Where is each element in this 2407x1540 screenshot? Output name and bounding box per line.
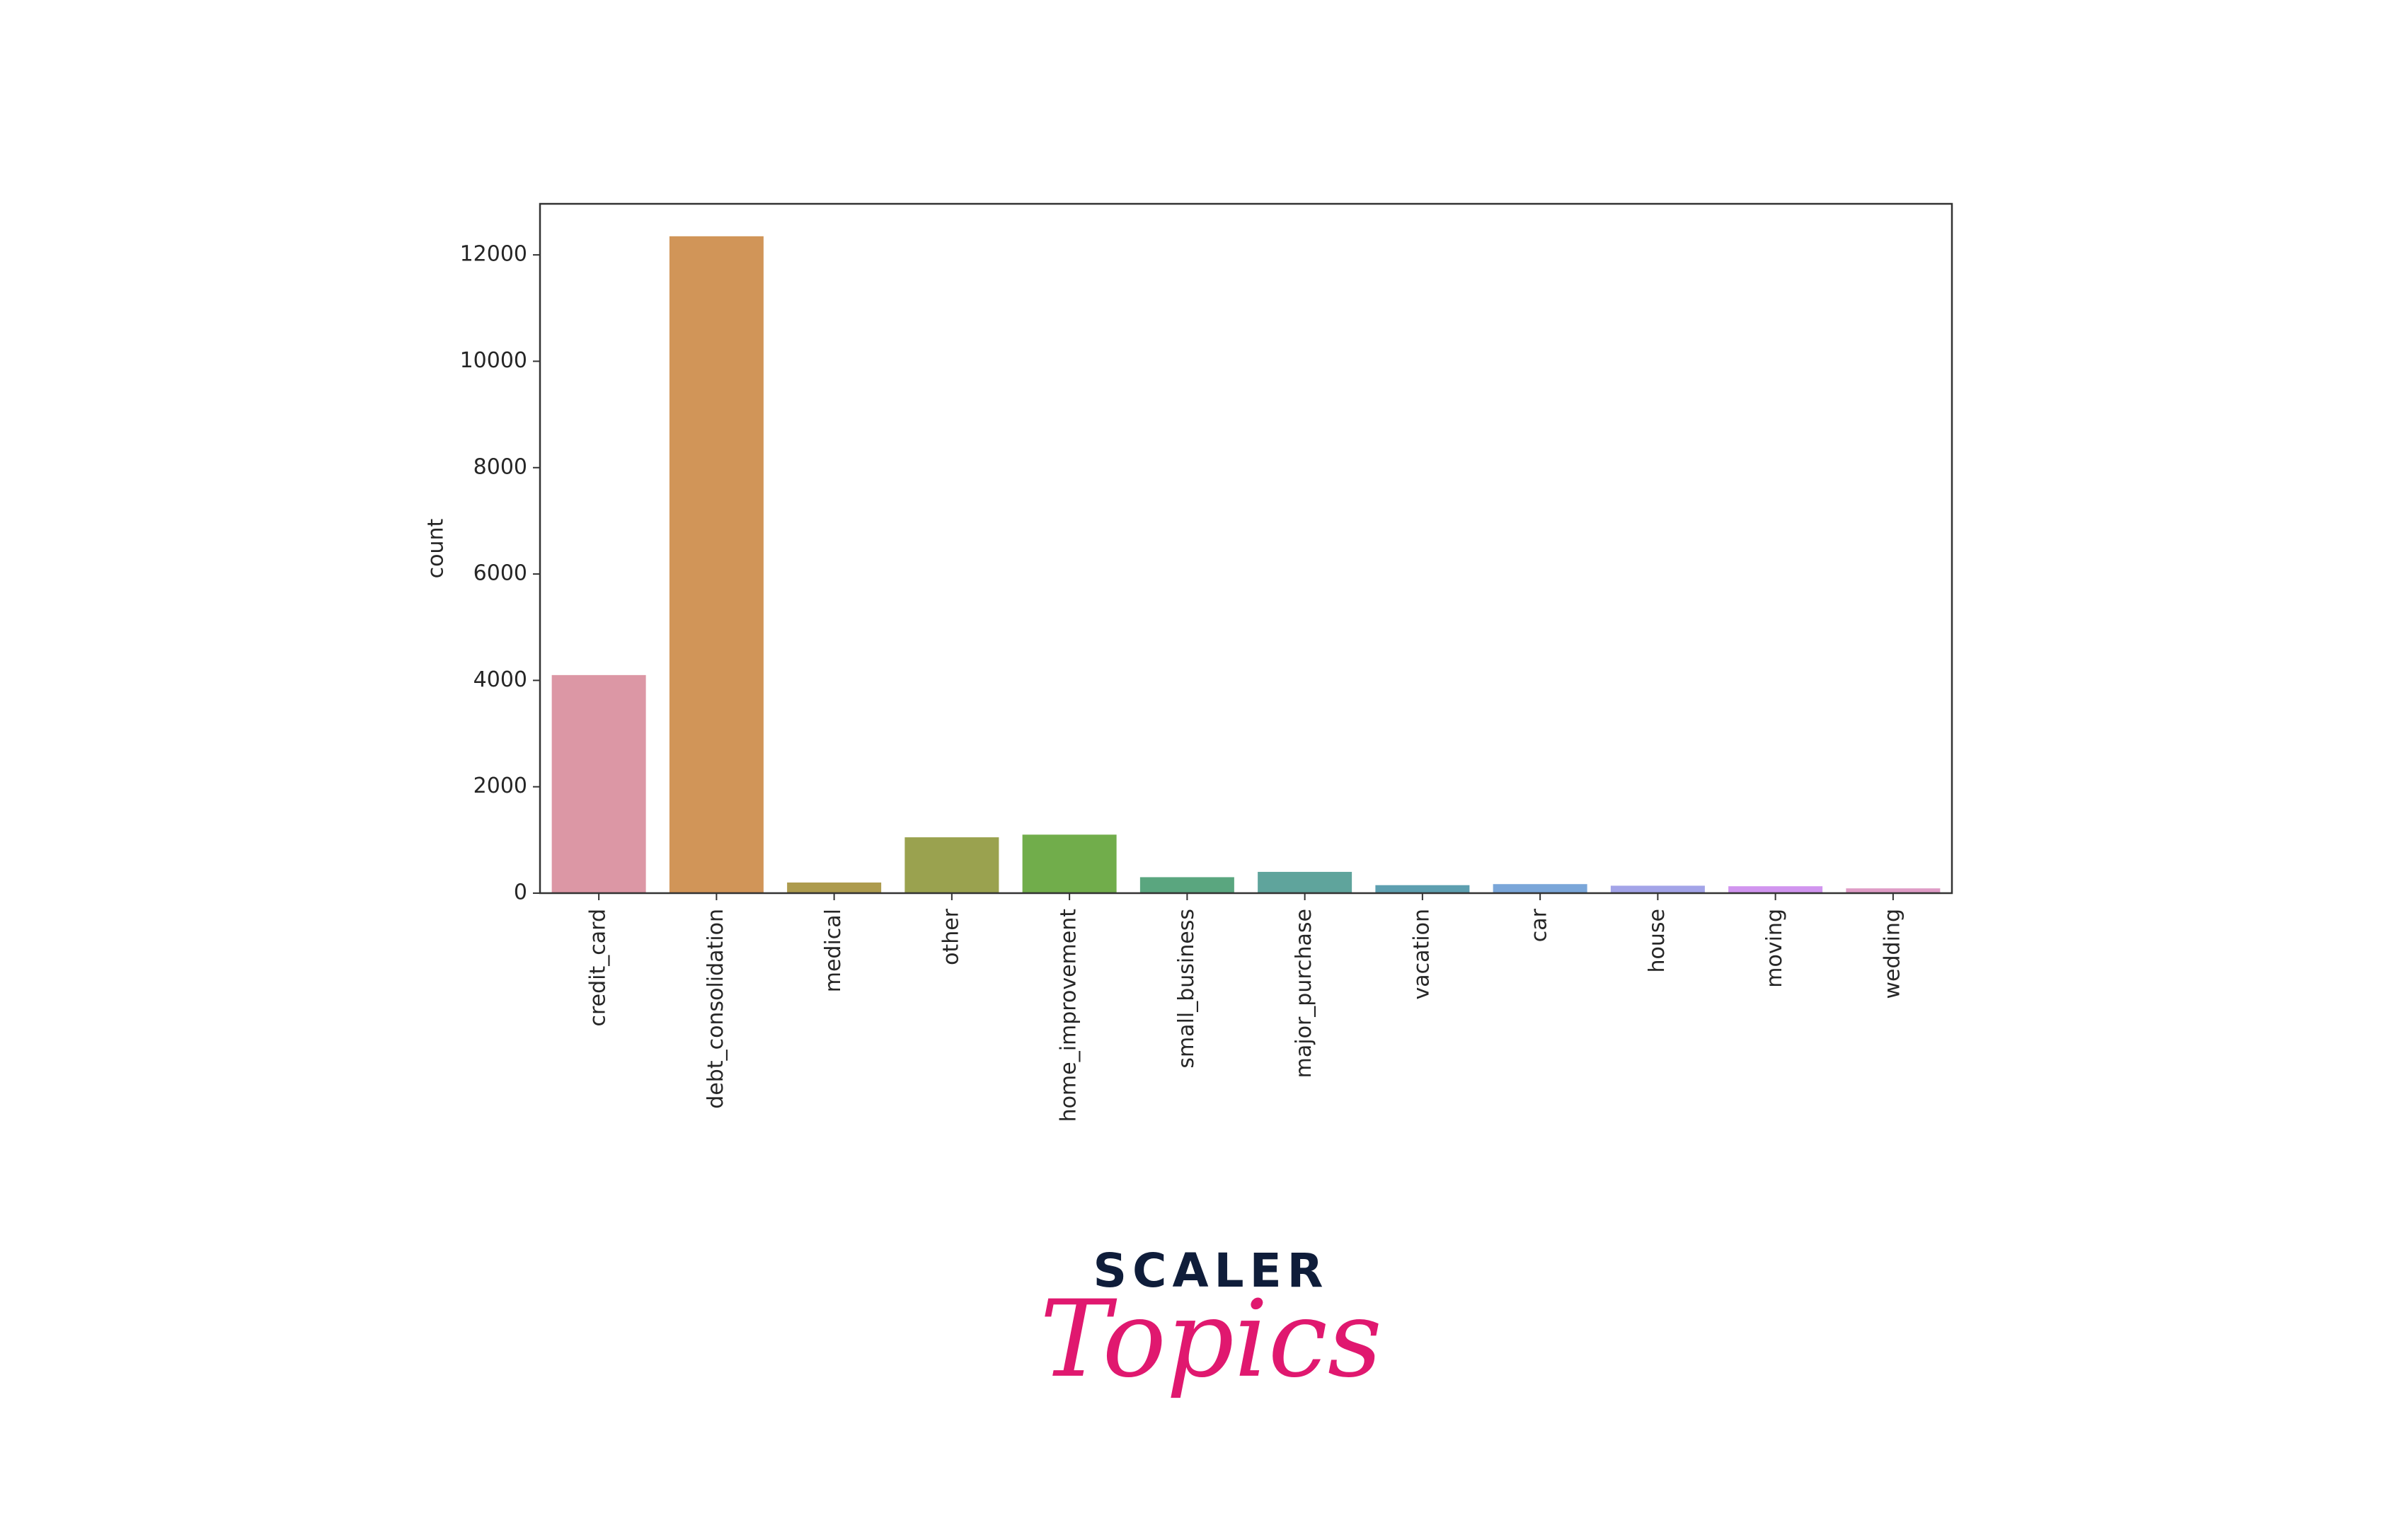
y-axis-label: count <box>424 518 449 578</box>
x-tick-label: wedding <box>1880 909 1905 999</box>
y-tick-label: 4000 <box>473 667 527 692</box>
bar <box>1139 877 1234 893</box>
bar <box>1375 885 1470 893</box>
logo-bottom: Topics <box>1040 1278 1382 1401</box>
x-tick-label: small_business <box>1174 909 1199 1069</box>
x-tick-label: medical <box>821 909 846 992</box>
bar <box>1022 834 1117 893</box>
bar <box>1846 888 1941 893</box>
y-tick-label: 0 <box>514 880 527 905</box>
y-tick-label: 10000 <box>460 348 527 373</box>
bar <box>669 236 764 894</box>
bar <box>1728 886 1823 893</box>
x-tick-label: credit_card <box>586 909 611 1027</box>
bar <box>1493 884 1587 893</box>
bar <box>1258 871 1352 893</box>
x-tick-label: other <box>938 908 963 965</box>
y-tick-label: 12000 <box>460 242 527 267</box>
x-tick-label: major_purchase <box>1292 909 1316 1078</box>
x-tick-label: house <box>1645 909 1670 972</box>
x-tick-label: vacation <box>1409 909 1434 999</box>
axes-frame <box>539 202 1953 895</box>
x-tick-label: moving <box>1762 909 1787 988</box>
bar <box>904 837 999 893</box>
bar <box>551 674 646 893</box>
bar <box>1610 885 1705 893</box>
y-tick-label: 2000 <box>473 774 527 798</box>
logo-top: SCALER <box>1093 1243 1328 1298</box>
x-tick-label: debt_consolidation <box>703 909 728 1109</box>
y-tick-label: 8000 <box>473 454 527 479</box>
bar <box>787 882 882 893</box>
y-tick-label: 6000 <box>473 561 527 586</box>
x-tick-label: car <box>1527 908 1552 942</box>
x-tick-label: home_improvement <box>1057 909 1081 1122</box>
